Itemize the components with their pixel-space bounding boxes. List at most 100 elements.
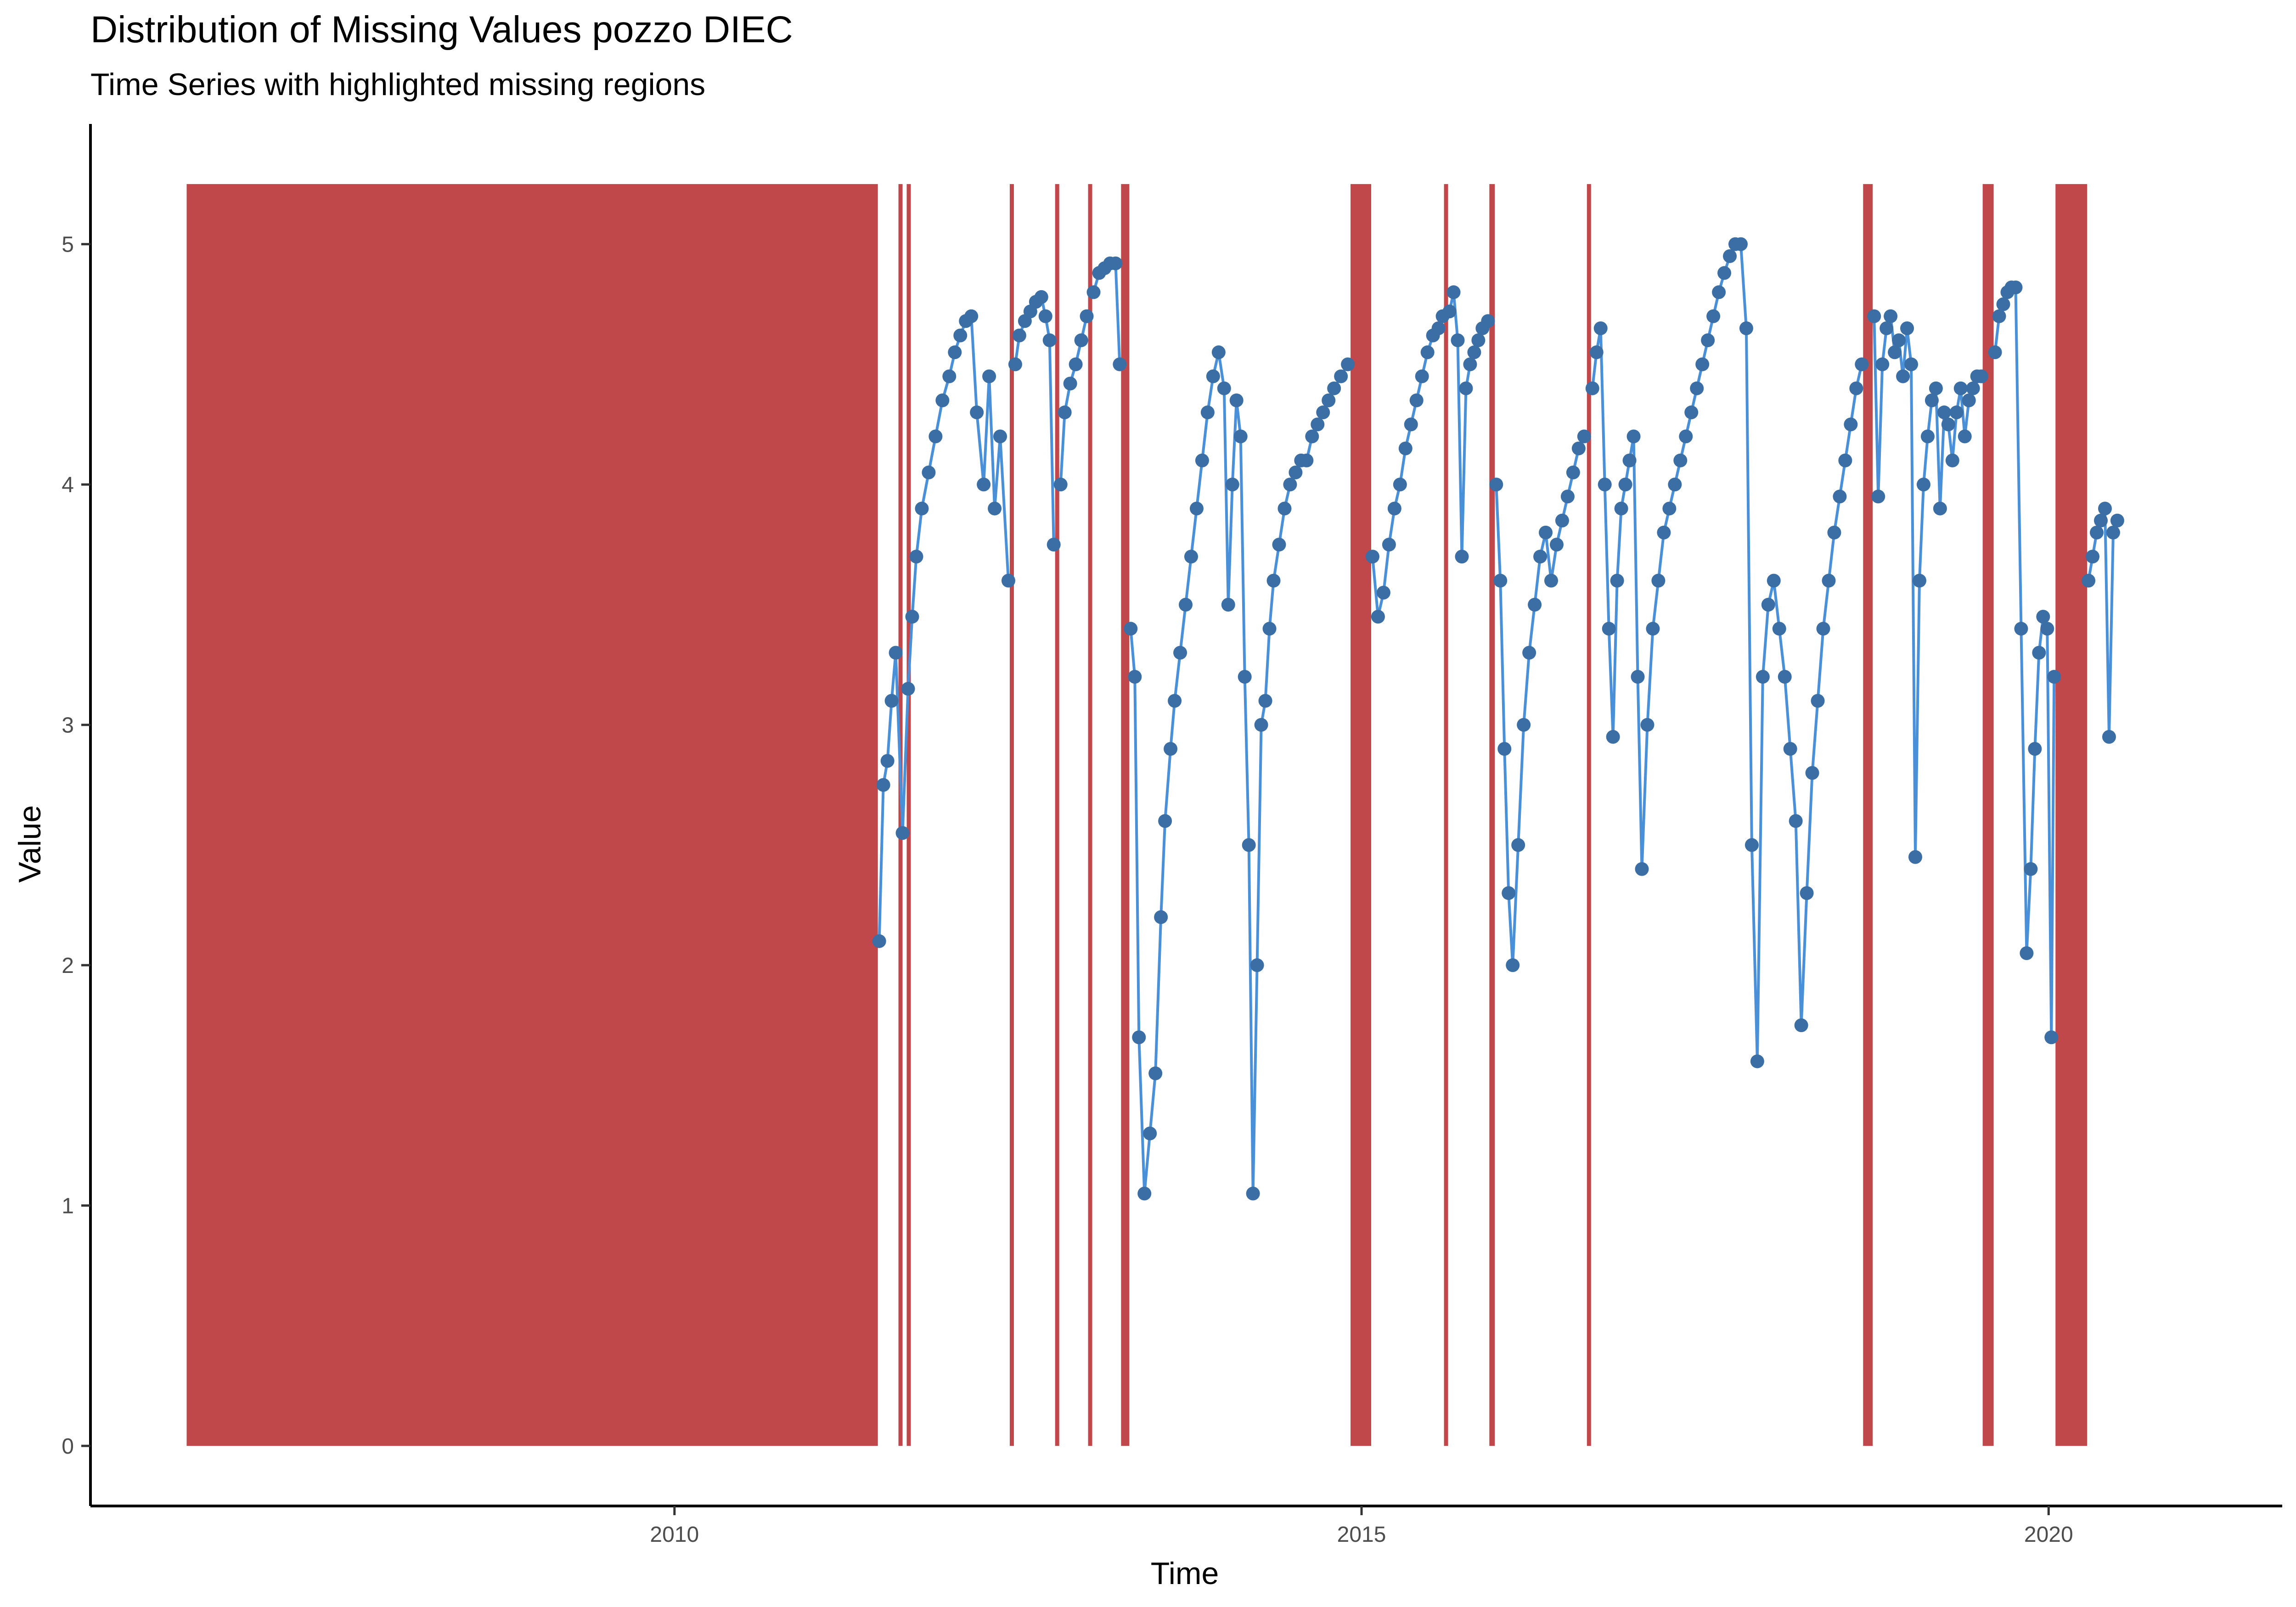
missing-region-8 <box>1444 184 1448 1446</box>
data-point <box>1706 309 1721 323</box>
data-point <box>1880 321 1894 335</box>
data-point <box>1179 597 1193 612</box>
data-point <box>2086 550 2100 564</box>
data-point <box>1001 573 1015 588</box>
data-point <box>935 393 950 407</box>
data-point <box>1772 622 1786 636</box>
data-point <box>1376 585 1390 600</box>
data-point <box>1229 393 1244 407</box>
data-point <box>1124 622 1138 636</box>
data-point <box>1517 718 1531 732</box>
x-tick-label: 2010 <box>650 1523 699 1547</box>
data-point <box>970 405 984 420</box>
data-point <box>1635 862 1649 876</box>
x-tick-label: 2020 <box>2024 1523 2073 1547</box>
data-point <box>1511 838 1525 852</box>
data-point <box>1069 357 1083 371</box>
data-point <box>1614 501 1628 516</box>
series-line-segment-8 <box>1591 242 1863 1063</box>
data-point <box>1783 742 1797 756</box>
data-point <box>1974 369 1988 383</box>
data-point <box>1668 478 1682 492</box>
data-point <box>1446 285 1461 299</box>
data-point <box>1008 357 1022 371</box>
data-point <box>1455 550 1469 564</box>
data-point <box>1113 357 1127 371</box>
data-point <box>953 328 968 343</box>
data-point <box>1908 850 1923 864</box>
data-point <box>1539 525 1553 539</box>
data-point <box>1217 381 1231 395</box>
data-point <box>876 778 890 792</box>
data-point <box>1992 309 2006 323</box>
data-point <box>1109 256 1123 270</box>
data-point <box>1657 525 1671 539</box>
data-point <box>1800 886 1814 900</box>
data-point <box>1849 381 1863 395</box>
data-point <box>1074 333 1088 348</box>
axes: 0 1 2 3 4 5 2010 2015 2020 <box>62 124 2282 1547</box>
y-tick-label: 3 <box>62 714 74 738</box>
data-point <box>1277 501 1292 516</box>
data-point <box>1827 525 1841 539</box>
data-point <box>1945 453 1959 467</box>
data-point <box>1038 309 1052 323</box>
data-point <box>1300 453 1314 467</box>
y-tick-label: 5 <box>62 233 74 257</box>
data-point <box>1593 321 1608 335</box>
data-point <box>1679 429 1693 444</box>
data-point <box>1761 597 1775 612</box>
y-tick-label: 1 <box>62 1194 74 1219</box>
data-point <box>1701 333 1715 348</box>
data-point <box>1195 453 1209 467</box>
missing-region-6 <box>1121 184 1130 1446</box>
data-point <box>1042 333 1057 348</box>
data-point <box>1875 357 1890 371</box>
data-point <box>2090 525 2104 539</box>
data-point <box>1544 573 1559 588</box>
data-point <box>1560 489 1575 504</box>
data-point <box>1431 321 1446 335</box>
data-point <box>1053 478 1068 492</box>
series-line-segment-0 <box>878 315 1010 941</box>
series-line-segment-11 <box>2087 507 2119 738</box>
data-point <box>1132 1030 1146 1045</box>
data-point <box>905 610 919 624</box>
data-point <box>1602 622 1616 636</box>
data-point <box>1712 285 1726 299</box>
data-point <box>1233 429 1248 444</box>
data-point <box>942 369 957 383</box>
data-point <box>1585 381 1599 395</box>
data-point <box>1341 357 1355 371</box>
data-point <box>1238 670 1252 684</box>
data-point <box>1266 573 1281 588</box>
data-point <box>1920 429 1935 444</box>
series-line-segment-7 <box>1495 436 1586 967</box>
data-point <box>909 550 923 564</box>
data-point <box>1816 622 1830 636</box>
data-point <box>889 646 903 660</box>
data-point <box>1618 478 1632 492</box>
data-point <box>1283 478 1297 492</box>
data-point <box>1937 405 1951 420</box>
data-point <box>1047 538 1061 552</box>
data-point <box>1289 466 1303 480</box>
data-point <box>1904 357 1919 371</box>
data-point <box>901 682 915 696</box>
data-point <box>1962 393 1976 407</box>
data-point <box>2044 1030 2059 1045</box>
missing-region-7 <box>1351 184 1371 1446</box>
data-point <box>1272 538 1286 552</box>
data-point <box>1246 1186 1260 1201</box>
data-point <box>1415 369 1429 383</box>
data-point <box>1884 309 1898 323</box>
data-point <box>1949 405 1964 420</box>
chart-subtitle: Time Series with highlighted missing reg… <box>90 67 706 102</box>
data-point <box>1606 730 1620 744</box>
data-point <box>1393 478 1407 492</box>
data-point <box>1833 489 1847 504</box>
data-point <box>1916 478 1930 492</box>
data-point <box>915 501 929 516</box>
data-point <box>1838 453 1852 467</box>
